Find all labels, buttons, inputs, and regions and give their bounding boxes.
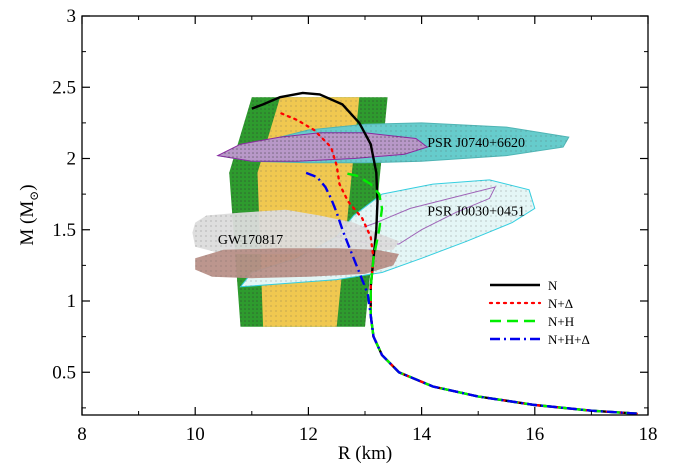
y-tick-label-0.5: 0.5 xyxy=(52,362,76,383)
y-tick-label-3: 3 xyxy=(67,6,77,27)
annotation-gw170817: GW170817 xyxy=(218,233,283,248)
legend: N N+Δ N+H N+H+Δ xyxy=(488,278,590,347)
legend-label-n-plus-h: N+H xyxy=(548,314,574,329)
x-tick-label-8: 8 xyxy=(77,424,87,445)
legend-items: N N+Δ N+H N+H+Δ xyxy=(488,278,590,347)
y-tick-label-2.5: 2.5 xyxy=(52,77,76,98)
y-tick-label-1: 1 xyxy=(67,291,77,312)
y-tick-label-2: 2 xyxy=(67,149,77,170)
GW170817-lower-region-texture xyxy=(195,248,399,279)
x-tick-label-16: 16 xyxy=(525,424,544,445)
annotation-psr-j0030-plus-0451: PSR J0030+0451 xyxy=(427,205,525,220)
legend-label-n-plus-delta: N+Δ xyxy=(548,296,573,311)
series-layer xyxy=(251,91,638,415)
y-axis-label: M (M⊙) xyxy=(17,184,41,245)
y-axis-label-close: ) xyxy=(17,184,38,190)
annotation-psr-j0740-plus-6620: PSR J0740+6620 xyxy=(427,136,525,151)
series-n-plus-h-plus-delta-line xyxy=(305,171,637,415)
ticks-layer: 8 10 12 14 16 18 0.5 1 1.5 2 2.5 3 xyxy=(52,6,657,445)
x-tick-label-14: 14 xyxy=(412,424,432,445)
y-axis-label-sub: ⊙ xyxy=(27,191,41,201)
x-tick-label-12: 12 xyxy=(299,424,318,445)
x-tick-label-18: 18 xyxy=(639,424,658,445)
legend-label-n: N xyxy=(548,278,558,293)
annotations-layer: PSR J0740+6620 PSR J0030+0451 GW170817 xyxy=(218,136,525,248)
x-axis-label: R (km) xyxy=(338,443,392,464)
PSR-J0740-inner-region-texture xyxy=(217,132,428,162)
x-tick-label-10: 10 xyxy=(186,424,205,445)
y-axis-label-main: M (M xyxy=(17,201,38,246)
y-tick-label-1.5: 1.5 xyxy=(52,220,76,241)
legend-label-n-plus-h-plus-delta: N+H+Δ xyxy=(548,332,590,347)
